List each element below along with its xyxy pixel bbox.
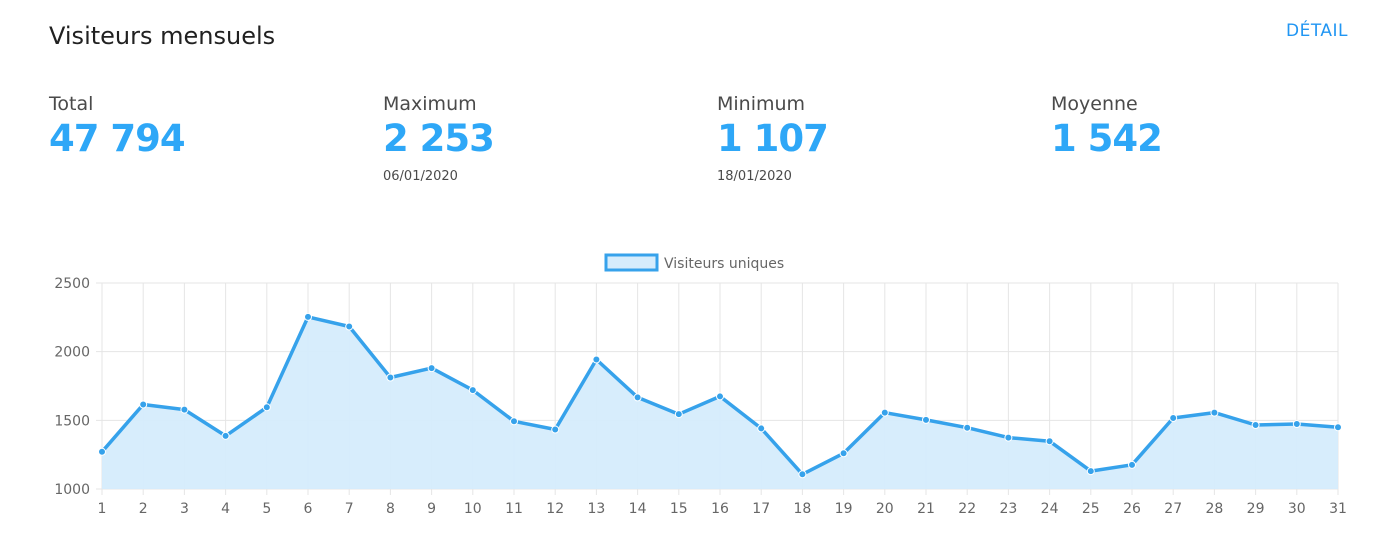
- x-tick-label: 17: [752, 501, 770, 517]
- data-point[interactable]: [1045, 437, 1054, 446]
- stat-minimum-date: 18/01/2020: [717, 169, 792, 184]
- x-tick-label: 1: [98, 501, 107, 517]
- x-tick-label: 19: [835, 501, 853, 517]
- data-point[interactable]: [139, 400, 148, 409]
- x-tick-label: 28: [1205, 501, 1223, 517]
- x-tick-label: 22: [958, 501, 976, 517]
- data-point[interactable]: [1086, 467, 1095, 476]
- stat-minimum: Minimum 1 107 18/01/2020: [717, 93, 829, 184]
- stat-maximum-label: Maximum: [383, 93, 477, 115]
- x-tick-label: 6: [304, 501, 313, 517]
- data-points: [98, 312, 1342, 479]
- y-tick-label: 2000: [54, 345, 90, 361]
- x-tick-label: 11: [505, 501, 523, 517]
- data-point[interactable]: [880, 408, 889, 417]
- data-point[interactable]: [468, 386, 477, 395]
- data-point[interactable]: [98, 447, 106, 456]
- x-tick-label: 30: [1288, 501, 1306, 517]
- data-point[interactable]: [386, 373, 395, 382]
- data-point[interactable]: [798, 470, 807, 479]
- x-tick-label: 20: [876, 501, 894, 517]
- data-point[interactable]: [427, 364, 436, 373]
- x-tick-label: 16: [711, 501, 729, 517]
- x-tick-label: 12: [546, 501, 564, 517]
- data-point[interactable]: [221, 431, 230, 440]
- chart-legend[interactable]: Visiteurs uniques: [604, 253, 784, 272]
- x-tick-label: 4: [221, 501, 230, 517]
- x-tick-label: 24: [1041, 501, 1059, 517]
- y-tick-label: 1500: [54, 413, 90, 429]
- data-point[interactable]: [716, 392, 724, 401]
- x-tick-label: 10: [464, 501, 482, 517]
- data-point[interactable]: [1251, 421, 1260, 430]
- y-tick-label: 1000: [54, 482, 90, 498]
- x-tick-label: 21: [917, 501, 935, 517]
- x-tick-label: 3: [180, 501, 189, 517]
- y-tick-label: 2500: [54, 276, 90, 292]
- data-point[interactable]: [1004, 433, 1013, 442]
- y-axis: 1000 1500 2000 2500: [54, 276, 90, 498]
- x-axis: 1 2 3 4 5 6 7 8 9 10 11 12 13 14 15 16 17 18 19 20 21 22 23 24 2…: [98, 501, 1347, 517]
- data-point[interactable]: [345, 322, 354, 331]
- data-point[interactable]: [262, 403, 271, 412]
- legend-label: Visiteurs uniques: [664, 256, 784, 272]
- data-point[interactable]: [551, 425, 560, 434]
- stat-total-value: 47 794: [49, 117, 186, 160]
- stat-average-value: 1 542: [1051, 117, 1163, 160]
- data-point[interactable]: [757, 424, 766, 433]
- stat-minimum-value: 1 107: [717, 117, 829, 160]
- detail-link[interactable]: DÉTAIL: [1285, 21, 1348, 41]
- x-tick-label: 8: [386, 501, 395, 517]
- data-point[interactable]: [1292, 420, 1301, 429]
- data-point[interactable]: [1210, 408, 1219, 417]
- data-point[interactable]: [674, 410, 683, 419]
- x-tick-label: 7: [345, 501, 354, 517]
- stat-average-label: Moyenne: [1051, 93, 1138, 115]
- x-tick-label: 5: [262, 501, 271, 517]
- data-point[interactable]: [180, 405, 189, 414]
- data-point[interactable]: [963, 423, 972, 432]
- stat-total-label: Total: [49, 93, 94, 115]
- stat-average: Moyenne 1 542: [1051, 93, 1163, 160]
- x-tick-label: 9: [427, 501, 436, 517]
- legend-swatch: [604, 253, 659, 272]
- series-area: [102, 316, 1338, 489]
- data-point[interactable]: [922, 415, 930, 424]
- x-tick-label: 18: [793, 501, 811, 517]
- x-tick-label: 27: [1164, 501, 1182, 517]
- stat-maximum-value: 2 253: [383, 117, 495, 160]
- data-point[interactable]: [1128, 460, 1136, 469]
- stat-minimum-label: Minimum: [717, 93, 806, 115]
- stat-maximum-date: 06/01/2020: [383, 169, 458, 184]
- data-point[interactable]: [1169, 413, 1178, 422]
- x-tick-label: 25: [1082, 501, 1100, 517]
- page-title: Visiteurs mensuels: [49, 22, 276, 50]
- data-point[interactable]: [839, 449, 848, 458]
- data-point[interactable]: [633, 393, 642, 402]
- x-tick-label: 23: [999, 501, 1017, 517]
- x-tick-label: 2: [139, 501, 148, 517]
- x-tick-label: 13: [587, 501, 605, 517]
- data-point[interactable]: [304, 312, 312, 321]
- x-tick-label: 14: [629, 501, 647, 517]
- x-tick-label: 15: [670, 501, 688, 517]
- data-point[interactable]: [510, 417, 518, 426]
- x-tick-label: 31: [1329, 501, 1347, 517]
- data-point[interactable]: [592, 355, 601, 364]
- data-point[interactable]: [1334, 423, 1342, 432]
- stat-total: Total 47 794: [49, 93, 186, 160]
- x-tick-label: 29: [1247, 501, 1265, 517]
- stat-maximum: Maximum 2 253 06/01/2020: [383, 93, 495, 184]
- x-tick-label: 26: [1123, 501, 1141, 517]
